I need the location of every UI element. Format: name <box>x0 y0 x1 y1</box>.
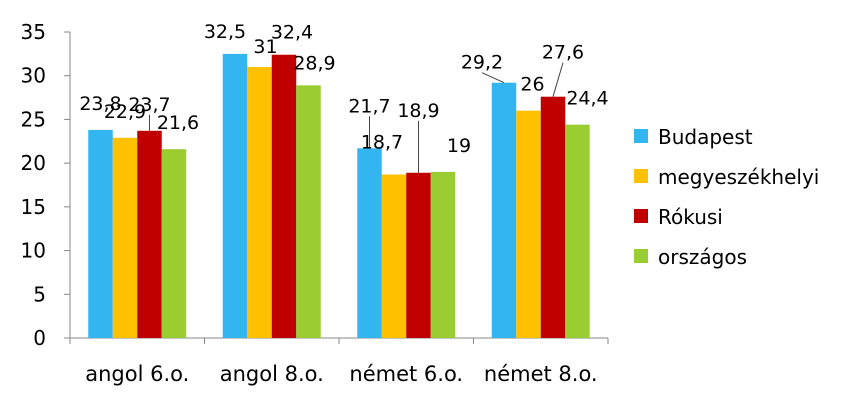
axes: 0 5 10 15 20 25 30 35 angol 6.o. angol 8.o. német … <box>21 20 609 386</box>
bar-országos <box>296 85 321 339</box>
bar-országos <box>430 171 456 338</box>
bar-megyeszékhelyi <box>516 110 541 338</box>
y-tick-label: 10 <box>21 239 46 263</box>
data-label: 18,7 <box>361 132 403 154</box>
bar-budapest <box>88 129 113 338</box>
legend-label: Budapest <box>658 125 753 149</box>
legend-label: Rókusi <box>658 205 723 229</box>
label-leader-line <box>481 72 505 84</box>
bar-budapest <box>357 148 382 338</box>
legend: Budapest megyeszékhelyi Rókusi országos <box>634 125 819 269</box>
data-label: 29,2 <box>461 52 503 74</box>
bar-rókusi <box>271 54 297 338</box>
data-label: 22,9 <box>104 101 146 123</box>
x-tick-label: angol 6.o. <box>85 362 189 386</box>
y-tick-label: 35 <box>21 20 46 44</box>
y-tick-label: 15 <box>21 195 46 219</box>
x-tick-label: angol 8.o. <box>220 362 324 386</box>
bar-budapest <box>491 82 517 338</box>
bar-országos <box>565 124 590 338</box>
data-label: 23,7 <box>128 94 170 116</box>
x-tick-label: német 6.o. <box>349 362 463 386</box>
data-label: 21,7 <box>348 95 390 117</box>
legend-swatch <box>634 249 648 263</box>
data-label: 32,4 <box>271 22 313 44</box>
data-label: 31 <box>253 36 277 58</box>
bar-megyeszékhelyi <box>112 137 138 338</box>
legend-label: országos <box>658 245 747 269</box>
data-label: 32,5 <box>204 21 246 43</box>
bar-rókusi <box>540 96 566 338</box>
bar-rókusi <box>137 130 162 338</box>
label-leader-lines <box>149 62 564 173</box>
data-label: 21,6 <box>157 112 199 134</box>
legend-swatch <box>634 169 648 183</box>
data-label: 18,9 <box>397 100 439 122</box>
legend-swatch <box>634 129 648 143</box>
y-tick-label: 30 <box>21 64 46 88</box>
bar-megyeszékhelyi <box>247 66 272 338</box>
bar-megyeszékhelyi <box>381 174 407 338</box>
y-tick-label: 5 <box>33 282 46 306</box>
bar-rókusi <box>406 172 431 338</box>
label-leader-line <box>552 62 564 97</box>
y-tick-label: 25 <box>21 107 46 131</box>
y-tick-label: 20 <box>21 151 46 175</box>
y-tick-label: 0 <box>33 326 46 350</box>
x-tick-label: német 8.o. <box>484 362 598 386</box>
data-label: 26 <box>520 74 544 96</box>
bar-országos <box>161 149 187 338</box>
data-label: 24,4 <box>566 88 608 110</box>
legend-swatch <box>634 209 648 223</box>
data-label: 27,6 <box>542 42 584 64</box>
legend-label: megyeszékhelyi <box>658 165 819 189</box>
data-label: 28,9 <box>293 52 335 74</box>
data-label: 19 <box>447 135 471 157</box>
data-label: 23,8 <box>79 93 121 115</box>
bars <box>88 53 590 339</box>
bar-budapest <box>222 53 248 338</box>
